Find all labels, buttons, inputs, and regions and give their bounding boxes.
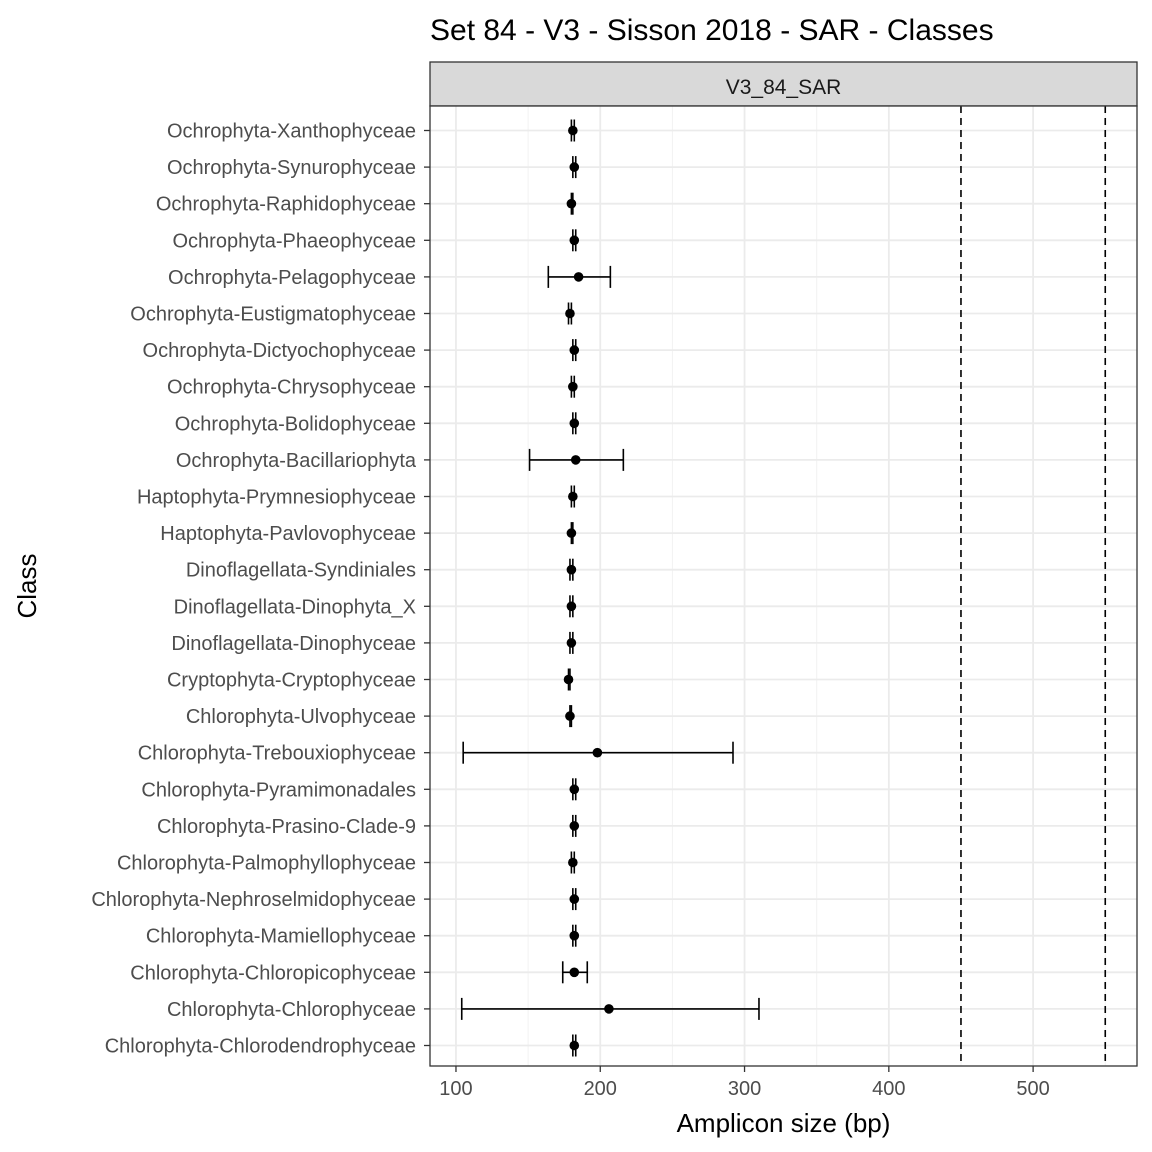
data-point [569,345,580,355]
x-axis-title: Amplicon size (bp) [677,1108,891,1138]
y-tick-label: Dinoflagellata-Dinophyceae [171,633,416,655]
y-tick-label: Chlorophyta-Chlorophyceae [167,999,416,1021]
y-tick-label: Ochrophyta-Chrysophyceae [167,377,416,399]
data-point [570,455,581,465]
y-tick-label: Ochrophyta-Phaeophyceae [173,230,417,252]
y-tick-label: Chlorophyta-Trebouxiophyceae [138,743,416,765]
x-tick-label: 200 [584,1078,617,1100]
data-layer [460,119,760,1057]
y-tick-label: Chlorophyta-Chlorodendrophyceae [105,1036,416,1058]
x-axis: 100 200 300 400 500 [439,1066,1050,1100]
y-axis: Ochrophyta-Xanthophyceae Ochrophyta-Synur… [91,121,430,1058]
data-point [569,1040,580,1051]
y-tick-label: Haptophyta-Pavlovophyceae [160,523,416,545]
data-point [569,967,580,978]
y-tick-label: Ochrophyta-Bolidophyceae [175,413,416,435]
y-tick-label: Ochrophyta-Pelagophyceae [168,267,416,289]
data-point [569,821,580,831]
x-tick-label: 100 [439,1078,472,1100]
data-point [566,528,577,538]
data-point [566,564,577,575]
data-point [568,381,578,392]
data-point [592,747,603,758]
x-tick-label: 400 [872,1078,905,1100]
data-point [604,1004,614,1014]
data-point [569,162,580,172]
y-tick-label: Ochrophyta-Bacillariophyta [176,450,417,472]
x-tick-label: 300 [728,1078,761,1100]
data-point [565,308,575,319]
y-tick-label: Chlorophyta-Palmophyllophyceae [117,853,416,875]
plot-panel [430,106,1137,1066]
data-point [568,491,578,502]
y-tick-label: Chlorophyta-Prasino-Clade-9 [157,816,416,838]
y-tick-label: Dinoflagellata-Syndiniales [186,560,416,582]
data-point [569,894,580,904]
facet-strip [429,61,1138,107]
data-point [563,674,574,685]
data-point [569,784,580,795]
y-tick-label: Ochrophyta-Xanthophyceae [167,121,416,143]
y-tick-label: Chlorophyta-Nephroselmidophyceae [91,889,416,911]
data-point [568,857,578,868]
data-point [569,930,580,941]
y-tick-label: Chlorophyta-Pyramimonadales [141,779,416,801]
y-tick-label: Ochrophyta-Dictyochophyceae [143,340,416,362]
reference-lines [960,106,1107,1066]
y-tick-label: Chlorophyta-Ulvophyceae [186,706,416,728]
data-point [569,418,580,429]
data-point [573,272,584,282]
y-tick-label: Ochrophyta-Eustigmatophyceae [130,304,416,326]
y-tick-label: Ochrophyta-Synurophyceae [167,157,416,179]
y-tick-label: Cryptophyta-Cryptophyceae [167,670,416,692]
data-point [565,711,575,721]
y-tick-label: Dinoflagellata-Dinophyta_X [174,596,416,618]
chart-title: Set 84 - V3 - Sisson 2018 - SAR - Classe… [430,14,994,47]
y-tick-label: Haptophyta-Prymnesiophyceae [137,487,416,509]
y-tick-label: Chlorophyta-Mamiellophyceae [146,926,416,948]
x-tick-label: 500 [1016,1078,1049,1100]
data-point [568,125,578,136]
plot-border [429,105,1138,1067]
data-point [566,601,577,612]
y-tick-label: Chlorophyta-Chloropicophyceae [130,962,416,984]
grid-lines [430,106,1137,1066]
facet-strip-label: V3_84_SAR [726,76,842,99]
y-axis-title: Class [12,553,42,618]
data-point [566,638,577,648]
data-point [566,198,577,209]
y-tick-label: Ochrophyta-Raphidophyceae [156,194,416,216]
data-point [569,235,580,246]
